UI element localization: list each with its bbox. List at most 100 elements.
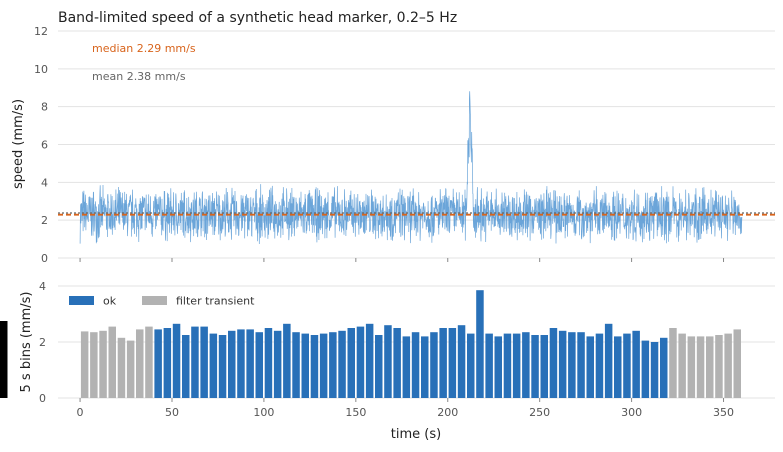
bin-bar	[568, 332, 576, 398]
bin-bar	[696, 336, 705, 398]
bin-bars	[0, 290, 741, 398]
bin-bar	[255, 332, 263, 398]
bin-bar	[650, 342, 659, 398]
bin-bar	[347, 328, 355, 398]
bin-bar	[577, 332, 585, 398]
bin-bar	[319, 333, 328, 398]
bin-bar	[99, 330, 107, 398]
bin-bar	[623, 333, 631, 398]
bin-bar	[669, 328, 677, 398]
bin-bar	[706, 336, 714, 398]
mean-annotation: mean 2.38 mm/s	[92, 70, 186, 83]
bin-bar	[163, 328, 172, 398]
bin-bar	[512, 333, 521, 398]
x-tick-label: 100	[253, 406, 274, 419]
bin-bar	[476, 290, 484, 398]
reference-lines	[58, 212, 775, 216]
top-y-ticks: 0 2 4 6 8 10 12	[34, 25, 48, 265]
top-y-tick-label: 2	[41, 214, 48, 227]
bin-bar	[117, 337, 126, 398]
legend-ok-label: ok	[103, 295, 117, 308]
bin-bar	[329, 332, 337, 398]
bin-bar	[126, 340, 135, 398]
bin-bar	[0, 321, 8, 398]
top-y-axis-label: speed (mm/s)	[11, 99, 26, 189]
bin-bar	[678, 333, 686, 398]
legend-filter-transient-label: filter transient	[176, 295, 255, 308]
bottom-y-tick-label: 0	[39, 392, 46, 405]
bottom-y-tick-label: 4	[39, 280, 46, 293]
bottom-y-tick-label: 2	[39, 336, 46, 349]
bin-bar	[228, 330, 236, 398]
bin-bar	[283, 323, 291, 398]
bin-bar	[540, 335, 548, 398]
bin-bar	[614, 336, 622, 398]
bin-bar	[724, 333, 732, 398]
bin-bar	[209, 333, 218, 398]
bin-bar	[687, 336, 696, 398]
legend-ok-swatch	[69, 296, 94, 305]
bin-bar	[365, 323, 374, 398]
bin-bar	[338, 330, 346, 398]
bin-bar	[595, 333, 604, 398]
bin-bar	[733, 329, 741, 398]
bin-bar	[218, 335, 227, 398]
x-ticks: 0 50 100 150 200 250 300 350	[77, 398, 734, 419]
bin-bar	[246, 329, 254, 398]
bottom-y-axis-label: 5 s bins (mm/s)	[19, 292, 34, 393]
bin-bar	[301, 333, 309, 398]
bin-bar	[182, 335, 190, 398]
bin-bar	[145, 326, 153, 398]
bin-bar	[375, 335, 383, 398]
x-tick-label: 0	[77, 406, 84, 419]
bottom-y-ticks: 0 2 4	[39, 280, 46, 405]
bin-bar	[503, 333, 512, 398]
bin-bar	[154, 329, 162, 398]
chart-title: Band-limited speed of a synthetic head m…	[58, 10, 457, 26]
x-tick-label: 200	[437, 406, 458, 419]
bin-bar	[108, 326, 116, 398]
bin-bar	[549, 328, 558, 398]
bin-bar	[430, 332, 438, 398]
bin-bar	[237, 329, 245, 398]
median-annotation: median 2.29 mm/s	[92, 42, 196, 55]
top-y-tick-label: 12	[34, 25, 48, 38]
speed-trace-line	[79, 91, 743, 245]
x-tick-label: 150	[345, 406, 366, 419]
bin-bar	[264, 328, 273, 398]
x-tick-label: 250	[529, 406, 550, 419]
bin-bar	[310, 335, 319, 398]
legend-filter-transient-swatch	[142, 296, 167, 305]
bin-bar	[80, 331, 89, 398]
top-y-tick-label: 0	[41, 252, 48, 265]
top-y-tick-label: 4	[41, 176, 48, 189]
bin-bar	[191, 326, 199, 398]
bin-bar	[421, 336, 429, 398]
bin-bar	[172, 323, 181, 398]
bin-bar	[522, 332, 530, 398]
bin-bar	[136, 329, 144, 398]
legend: ok filter transient	[69, 295, 255, 308]
bin-bar	[586, 336, 594, 398]
bin-bar	[494, 336, 502, 398]
bin-bar	[200, 326, 208, 398]
bin-bar	[632, 330, 640, 398]
top-gridlines	[58, 30, 775, 262]
x-tick-label: 350	[713, 406, 734, 419]
bin-bar	[485, 333, 493, 398]
bin-bar	[457, 325, 466, 398]
bin-bar	[715, 335, 723, 398]
bin-bar	[467, 333, 475, 398]
top-y-tick-label: 8	[41, 101, 48, 114]
bin-bar	[292, 332, 300, 398]
bin-bar	[558, 330, 567, 398]
bin-bar	[393, 328, 401, 398]
bin-bar	[448, 328, 457, 398]
bin-bar	[402, 336, 411, 398]
x-tick-label: 300	[621, 406, 642, 419]
x-tick-label: 50	[165, 406, 179, 419]
bin-bar	[411, 332, 420, 398]
bin-bar	[641, 340, 650, 398]
